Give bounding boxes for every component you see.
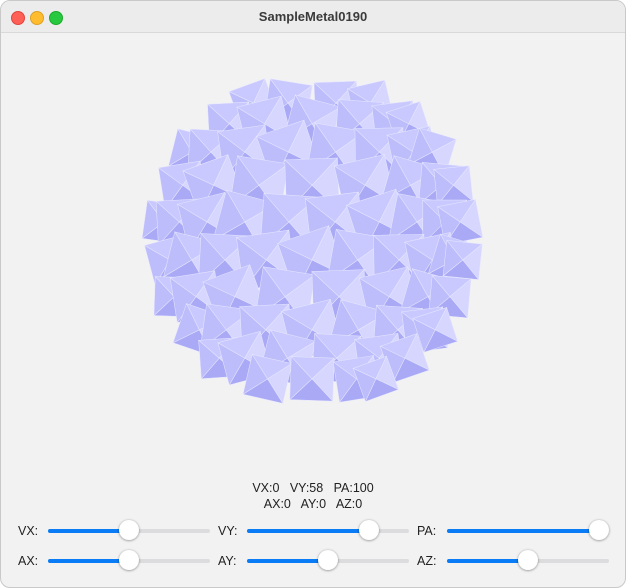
ax-slider[interactable] (48, 549, 210, 573)
slider-knob[interactable] (318, 550, 338, 570)
vx-label: VX: (18, 524, 39, 538)
pa-label: PA: (417, 524, 437, 538)
vy-label: VY: (218, 524, 238, 538)
readout-line-2: AX:0 AY:0 AZ:0 (263, 497, 363, 511)
slider-knob[interactable] (119, 550, 139, 570)
minimize-window-button[interactable] (30, 11, 44, 25)
ay-slider[interactable] (247, 549, 409, 573)
facet-69 (289, 356, 335, 402)
facet-71 (352, 355, 400, 403)
readout-line-1: VX:0 VY:58 PA:100 (252, 481, 374, 495)
slider-fill (48, 559, 129, 563)
facet-67 (379, 333, 430, 384)
metal-render-view[interactable] (1, 33, 625, 473)
slider-knob[interactable] (359, 520, 380, 540)
pa-slider[interactable] (447, 519, 609, 543)
faceted-sphere (141, 77, 484, 405)
slider-knob[interactable] (119, 520, 139, 540)
title-bar[interactable]: SampleMetal0190 (1, 1, 625, 33)
ay-label: AY: (218, 554, 237, 568)
facet-45 (442, 239, 483, 281)
az-label: AZ: (417, 554, 437, 568)
zoom-window-button[interactable] (49, 11, 63, 25)
vx-slider[interactable] (48, 519, 210, 543)
slider-knob[interactable] (589, 520, 609, 540)
facet-61 (412, 306, 459, 353)
close-window-button[interactable] (11, 11, 25, 25)
slider-fill (447, 529, 599, 533)
slider-fill (247, 559, 328, 563)
slider-fill (48, 529, 129, 533)
facet-68 (242, 353, 293, 405)
window-title: SampleMetal0190 (258, 9, 368, 24)
slider-fill (447, 559, 528, 563)
vy-slider[interactable] (247, 519, 409, 543)
slider-knob[interactable] (518, 550, 538, 570)
facet-25 (433, 165, 474, 206)
az-slider[interactable] (447, 549, 609, 573)
ax-label: AX: (18, 554, 39, 568)
slider-fill (247, 529, 370, 533)
